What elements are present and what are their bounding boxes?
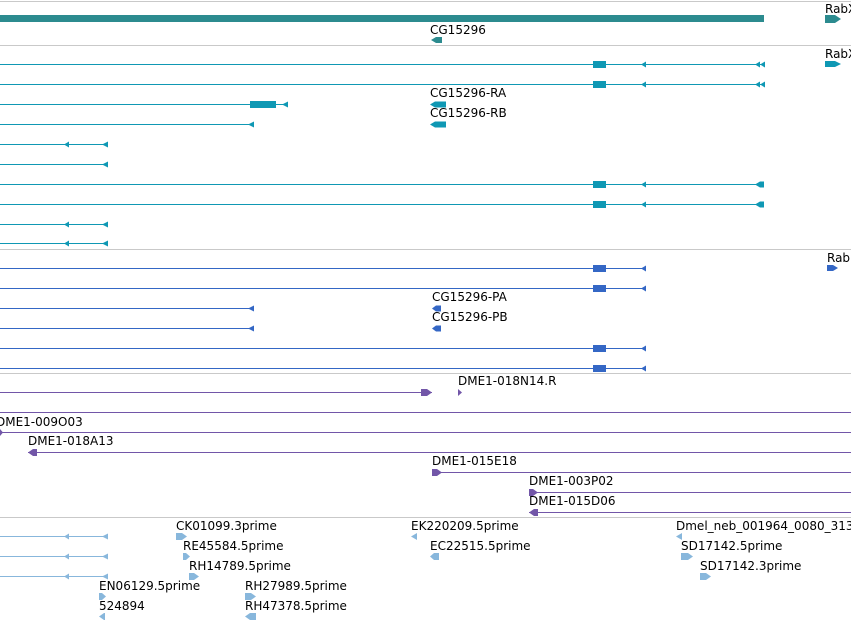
gene-feature-cg15296[interactable]	[431, 37, 442, 43]
transcript-feature-cg15296-ra[interactable]	[430, 101, 446, 108]
est-feature-re45584[interactable]	[183, 553, 190, 560]
bac-row[interactable]	[529, 489, 851, 496]
bac-row[interactable]	[529, 509, 851, 516]
est-feature-ek220209[interactable]	[411, 533, 417, 540]
est-feature-524894[interactable]	[99, 613, 105, 620]
est-feature-rh27989[interactable]	[245, 593, 256, 600]
est-label-sd17142-3: SD17142.3prime	[700, 559, 801, 573]
transcript-row[interactable]	[0, 221, 108, 228]
bac-label-dme1-009o03: DME1-009O03	[0, 415, 83, 429]
est-row[interactable]	[0, 553, 108, 560]
est-feature-rh47378[interactable]	[245, 613, 256, 620]
gene-feature-cg15296-span[interactable]	[0, 15, 764, 22]
bac-label-dme1-003p02: DME1-003P02	[529, 474, 614, 488]
bac-row[interactable]	[28, 449, 851, 456]
transcript-row[interactable]	[0, 201, 764, 208]
est-row[interactable]	[0, 533, 108, 540]
track-separators	[0, 1, 851, 518]
est-feature-en06129[interactable]	[99, 593, 106, 600]
protein-row[interactable]	[0, 365, 646, 372]
est-feature-dmel-neb[interactable]	[676, 533, 682, 540]
est-label-ck01099: CK01099.3prime	[176, 519, 277, 533]
transcript-row[interactable]	[0, 61, 765, 68]
protein-track: Rab CG15296-PA CG15296-PB	[0, 251, 850, 372]
est-label-en06129: EN06129.5prime	[99, 579, 200, 593]
gene-label-rabx: RabX	[825, 2, 851, 16]
bac-row[interactable]	[0, 429, 851, 436]
protein-label-rab: Rab	[827, 251, 850, 265]
protein-feature-cg15296-pa[interactable]	[432, 305, 441, 312]
est-label-rh47378: RH47378.5prime	[245, 599, 347, 613]
protein-row[interactable]	[0, 325, 254, 332]
bac-label-dme1-015d06: DME1-015D06	[529, 494, 616, 508]
est-label-ec22515: EC22515.5prime	[430, 539, 531, 553]
transcript-label-rabx: RabX	[825, 47, 851, 61]
est-feature-ck01099[interactable]	[176, 533, 187, 540]
est-label-rh14789: RH14789.5prime	[189, 559, 291, 573]
protein-label-cg15296-pb: CG15296-PB	[432, 310, 508, 324]
bac-row[interactable]	[432, 469, 851, 476]
transcript-label-cg15296-rb: CG15296-RB	[430, 106, 507, 120]
est-label-dmel-neb: Dmel_neb_001964_0080_313	[676, 519, 851, 533]
est-row[interactable]	[0, 573, 108, 580]
bac-feature-dme1-018n14r[interactable]	[458, 389, 462, 396]
protein-row[interactable]	[0, 265, 646, 272]
protein-label-cg15296-pa: CG15296-PA	[432, 290, 508, 304]
est-feature-sd17142-3[interactable]	[700, 573, 711, 580]
protein-row[interactable]	[0, 285, 646, 292]
est-track: CK01099.3prime EK220209.5prime Dmel_neb_…	[0, 519, 851, 620]
gene-feature-rabx[interactable]	[825, 15, 841, 23]
bac-label-dme1-015e18: DME1-015E18	[432, 454, 517, 468]
est-feature-ec22515[interactable]	[430, 553, 439, 560]
protein-feature-rab[interactable]	[827, 265, 838, 271]
transcript-row[interactable]	[0, 161, 108, 168]
gene-track: RabX CG15296	[0, 2, 851, 43]
transcript-feature-rabx[interactable]	[825, 61, 841, 67]
est-feature-rh14789[interactable]	[189, 573, 199, 580]
transcript-track: RabX CG15296-RA CG15296-RB	[0, 47, 851, 247]
transcript-row[interactable]	[0, 240, 108, 247]
est-label-sd17142-5: SD17142.5prime	[681, 539, 782, 553]
est-label-re45584: RE45584.5prime	[183, 539, 284, 553]
transcript-row[interactable]	[0, 141, 108, 148]
transcript-row[interactable]	[0, 121, 254, 128]
bac-end-track: DME1-018N14.R DME1-009O03 DME1-018A13 DM…	[0, 374, 851, 516]
transcript-feature-cg15296-rb[interactable]	[430, 121, 446, 128]
protein-feature-cg15296-pb[interactable]	[432, 325, 441, 332]
est-label-524894: 524894	[99, 599, 145, 613]
bac-label-dme1-018a13: DME1-018A13	[28, 434, 114, 448]
bac-row[interactable]	[0, 389, 432, 396]
protein-row[interactable]	[0, 305, 254, 312]
est-label-ek220209: EK220209.5prime	[411, 519, 519, 533]
transcript-row[interactable]	[0, 181, 764, 188]
bac-label-dme1-018n14r: DME1-018N14.R	[458, 374, 556, 388]
protein-row[interactable]	[0, 345, 646, 352]
transcript-row[interactable]	[0, 81, 765, 88]
transcript-label-cg15296-ra: CG15296-RA	[430, 86, 507, 100]
est-feature-sd17142-5[interactable]	[681, 553, 693, 560]
est-label-rh27989: RH27989.5prime	[245, 579, 347, 593]
gene-label-cg15296: CG15296	[430, 23, 486, 37]
transcript-row[interactable]	[0, 101, 288, 108]
